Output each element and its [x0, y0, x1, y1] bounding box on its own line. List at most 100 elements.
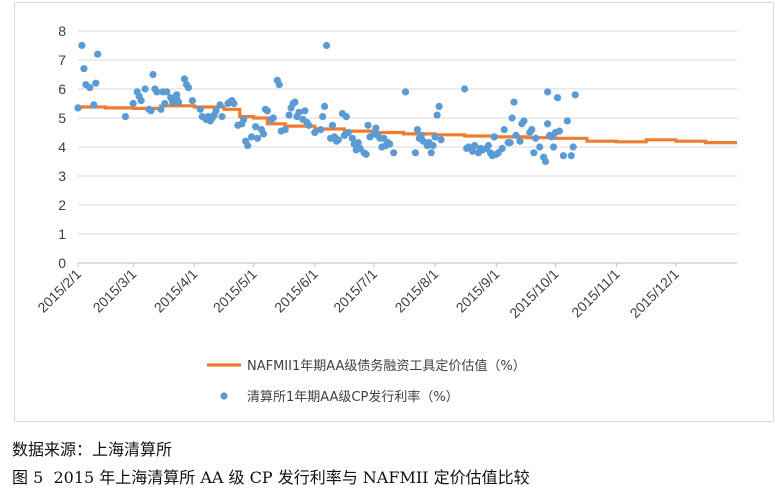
cp-rate-point — [141, 85, 149, 93]
cp-rate-point — [175, 98, 183, 106]
y-tick-label: 7 — [58, 52, 66, 68]
cp-rate-point — [301, 107, 309, 115]
cp-rate-point — [469, 147, 477, 155]
cp-rate-point — [471, 142, 479, 150]
cp-rate-point — [94, 50, 102, 58]
cp-rate-point — [80, 65, 88, 73]
cp-rate-point — [216, 101, 224, 109]
cp-rate-point — [269, 114, 277, 122]
cp-rate-point — [295, 108, 303, 116]
cp-rate-point — [291, 98, 299, 106]
cp-rate-point — [401, 88, 410, 96]
cp-rate-point — [163, 88, 171, 96]
cp-rate-point — [544, 120, 552, 128]
cp-rate-point — [305, 121, 313, 129]
cp-rate-point — [506, 139, 514, 147]
cp-rate-point — [520, 117, 528, 125]
x-tick-label: 2015/10/1 — [506, 266, 562, 322]
x-tick-label: 2015/8/1 — [391, 266, 441, 316]
cp-rate-point — [386, 140, 394, 148]
legend-label-cp-rate: 清算所1年期AA级CP发行利率（%） — [247, 389, 459, 405]
cp-rate-point — [230, 99, 238, 108]
cp-rate-point — [121, 113, 129, 121]
cp-rate-point — [437, 136, 445, 144]
cp-rate-point — [555, 127, 564, 135]
cp-rate-point — [364, 121, 372, 129]
x-tick-label: 2015/9/1 — [453, 266, 503, 316]
cp-rate-point — [362, 150, 370, 158]
figure-caption: 图 5 2015 年上海清算所 AA 级 CP 发行利率与 NAFMII 定价估… — [12, 464, 530, 488]
valuation-line — [78, 104, 737, 145]
x-tick-label: 2015/2/1 — [34, 266, 84, 316]
cp-rate-point — [433, 111, 441, 119]
cp-rate-point — [78, 41, 86, 50]
x-tick-label: 2015/7/1 — [330, 266, 380, 316]
cp-rate-point — [417, 131, 425, 139]
y-tick-label: 2 — [58, 197, 66, 213]
cp-rate-point — [153, 88, 161, 96]
cp-rate-point — [512, 131, 520, 139]
cp-rate-point — [161, 99, 169, 108]
cp-rate-point — [348, 134, 356, 142]
cp-rate-point — [553, 94, 562, 102]
legend-dot-swatch — [220, 392, 228, 400]
cp-rate-point — [281, 126, 289, 134]
legend-label-valuation: NAFMII1年期AA级债务融资工具定价估值（%） — [247, 358, 526, 374]
cp-rate-point — [411, 149, 419, 157]
cp-rate-point — [218, 113, 226, 121]
cp-rate-point — [508, 114, 516, 122]
cp-rate-point — [275, 81, 283, 89]
cp-rate-point — [311, 128, 319, 137]
chart-frame: 0 1 2 3 4 5 6 7 8 2015/2/1 2015/3/1 2015/4/1 2015/5/… — [14, 2, 774, 422]
cp-rate-point — [180, 75, 189, 83]
y-tick-label: 1 — [58, 226, 66, 242]
figure-title: 2015 年上海清算所 AA 级 CP 发行利率与 NAFMII 定价估值比较 — [53, 468, 530, 487]
cp-rate-point — [259, 130, 268, 138]
cp-rate-point — [498, 144, 506, 152]
cp-rate-point — [354, 139, 362, 147]
cp-rate-point — [567, 152, 575, 160]
cp-rate-point — [427, 149, 435, 157]
cp-rate-point — [484, 142, 492, 150]
cp-rate-point — [435, 102, 443, 110]
y-tick-label: 6 — [58, 81, 66, 97]
cp-rate-point — [240, 115, 248, 123]
cp-rate-point — [334, 136, 342, 144]
chart-svg: 0 1 2 3 4 5 6 7 8 2015/2/1 2015/3/1 2015/4/1 2015/5/… — [34, 23, 737, 405]
cp-rate-point — [321, 102, 329, 110]
cp-rate-point — [157, 105, 165, 113]
cp-rate-point — [542, 157, 550, 166]
cp-rate-point — [244, 142, 252, 150]
cp-rate-point — [317, 126, 325, 134]
cp-rate-point — [342, 113, 350, 121]
cp-rate-point — [253, 134, 262, 142]
cp-rate-point — [563, 117, 571, 125]
y-tick-label: 8 — [58, 23, 66, 39]
cp-rate-point — [429, 142, 437, 150]
cp-rate-point — [569, 143, 577, 151]
cp-rate-point — [536, 143, 544, 151]
cp-rate-point — [490, 133, 498, 141]
cp-rate-point — [544, 88, 552, 96]
cp-rate-point — [92, 79, 100, 87]
y-tick-label: 3 — [58, 168, 66, 184]
cp-rate-point — [559, 152, 568, 160]
cp-rate-point — [500, 126, 508, 134]
cp-rate-point — [129, 99, 137, 108]
cp-rate-point — [328, 121, 337, 129]
y-tick-label: 0 — [58, 255, 66, 271]
x-tick-label: 2015/12/1 — [627, 266, 683, 322]
cp-rate-point — [248, 133, 256, 141]
cp-rate-point — [285, 111, 293, 119]
cp-rate-point — [196, 105, 204, 113]
cp-rate-point — [431, 133, 439, 141]
x-tick-label: 2015/3/1 — [90, 266, 140, 316]
cp-rate-point — [532, 134, 540, 142]
cp-rate-point — [212, 107, 220, 115]
cp-rate-point — [516, 137, 524, 145]
cp-rate-point — [413, 126, 421, 134]
cp-rate-point — [147, 107, 155, 115]
axes: 0 1 2 3 4 5 6 7 8 2015/2/1 2015/3/1 2015/4/1 2015/5/… — [34, 23, 737, 321]
data-source-caption: 数据来源：上海清算所 — [12, 440, 173, 459]
cp-rate-point — [149, 70, 157, 79]
